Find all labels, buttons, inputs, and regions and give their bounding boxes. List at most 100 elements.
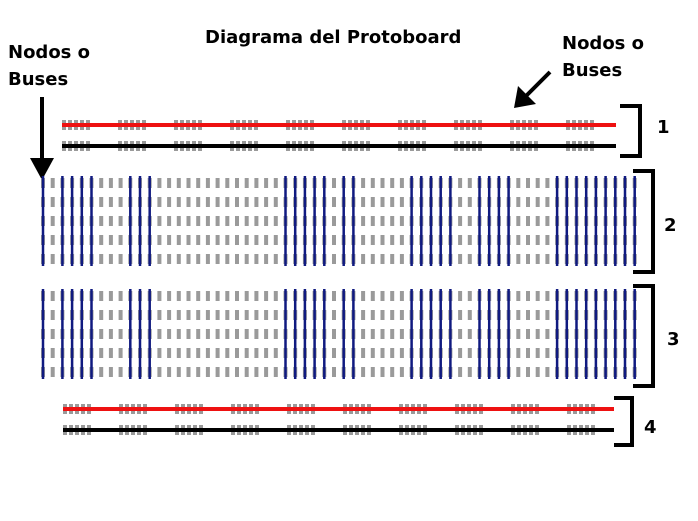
strip-hole <box>390 367 395 377</box>
strip-hole <box>157 254 162 264</box>
strip-hole <box>545 291 550 301</box>
strip-hole <box>244 291 249 301</box>
strip-hole <box>205 216 210 226</box>
strip-hole <box>535 197 540 207</box>
strip-hole <box>225 348 230 358</box>
strip-hole <box>215 310 220 320</box>
strip-hole <box>50 197 55 207</box>
strip-hole <box>467 216 472 226</box>
strip-hole <box>254 348 259 358</box>
strip-hole <box>467 235 472 245</box>
strip-hole <box>370 291 375 301</box>
strip-hole <box>50 254 55 264</box>
right-label-line2: Buses <box>562 60 622 81</box>
strip-hole <box>225 310 230 320</box>
strip-hole <box>264 197 269 207</box>
strip-hole <box>390 291 395 301</box>
strip-hole <box>99 367 104 377</box>
strip-hole <box>225 178 230 188</box>
strip-hole <box>225 291 230 301</box>
section-number-4: 4 <box>644 417 657 438</box>
power-rail-bottom <box>63 404 614 435</box>
strip-hole <box>196 235 201 245</box>
strip-hole <box>380 254 385 264</box>
strip-hole <box>458 235 463 245</box>
strip-hole <box>205 348 210 358</box>
strip-hole <box>186 235 191 245</box>
strip-hole <box>215 329 220 339</box>
strip-hole <box>273 254 278 264</box>
strip-hole <box>215 254 220 264</box>
strip-hole <box>458 197 463 207</box>
strip-hole <box>99 310 104 320</box>
strip-hole <box>526 216 530 226</box>
strip-hole <box>273 291 278 301</box>
strip-hole <box>526 197 530 207</box>
strip-hole <box>205 291 210 301</box>
strip-hole <box>167 348 172 358</box>
strip-hole <box>205 235 210 245</box>
strip-hole <box>225 367 230 377</box>
strip-hole <box>235 235 239 245</box>
strip-hole <box>535 367 540 377</box>
strip-hole <box>235 367 239 377</box>
strip-hole <box>380 310 385 320</box>
strip-hole <box>254 329 259 339</box>
strip-hole <box>535 291 540 301</box>
strip-hole <box>50 291 55 301</box>
strip-hole <box>50 348 55 358</box>
strip-hole <box>370 197 375 207</box>
strip-hole <box>361 254 366 264</box>
strip-hole <box>196 197 201 207</box>
strip-hole <box>176 254 181 264</box>
strip-hole <box>205 310 210 320</box>
strip-hole <box>332 329 336 339</box>
strip-hole <box>458 291 463 301</box>
strip-hole <box>516 235 521 245</box>
strip-hole <box>205 178 210 188</box>
strip-hole <box>467 178 472 188</box>
strip-hole <box>157 235 162 245</box>
strip-hole <box>390 329 395 339</box>
strip-hole <box>235 310 239 320</box>
strip-hole <box>458 367 463 377</box>
strip-hole <box>332 197 336 207</box>
right-label-line1: Nodos o <box>562 33 644 54</box>
strip-hole <box>157 197 162 207</box>
strip-hole <box>399 178 404 188</box>
strip-hole <box>370 216 375 226</box>
strip-hole <box>535 348 540 358</box>
strip-hole <box>196 291 201 301</box>
strip-hole <box>361 310 366 320</box>
strip-hole <box>244 367 249 377</box>
strip-hole <box>332 348 336 358</box>
strip-hole <box>108 178 113 188</box>
strip-hole <box>332 310 336 320</box>
strip-hole <box>467 367 472 377</box>
strip-hole <box>254 367 259 377</box>
strip-hole <box>118 235 123 245</box>
strip-hole <box>205 254 210 264</box>
strip-hole <box>526 367 530 377</box>
left-label-line1: Nodos o <box>8 42 90 63</box>
strip-hole <box>235 291 239 301</box>
strip-hole <box>225 235 230 245</box>
strip-hole <box>361 348 366 358</box>
strip-hole <box>235 254 239 264</box>
strip-hole <box>108 254 113 264</box>
terminal-strip-upper <box>41 176 637 266</box>
strip-hole <box>50 178 55 188</box>
strip-hole <box>264 310 269 320</box>
strip-hole <box>332 178 336 188</box>
strip-hole <box>545 216 550 226</box>
strip-hole <box>361 216 366 226</box>
strip-hole <box>118 329 123 339</box>
strip-hole <box>516 197 521 207</box>
strip-hole <box>186 197 191 207</box>
strip-hole <box>176 235 181 245</box>
strip-hole <box>157 291 162 301</box>
strip-hole <box>196 329 201 339</box>
strip-hole <box>535 310 540 320</box>
strip-hole <box>380 235 385 245</box>
strip-hole <box>390 197 395 207</box>
